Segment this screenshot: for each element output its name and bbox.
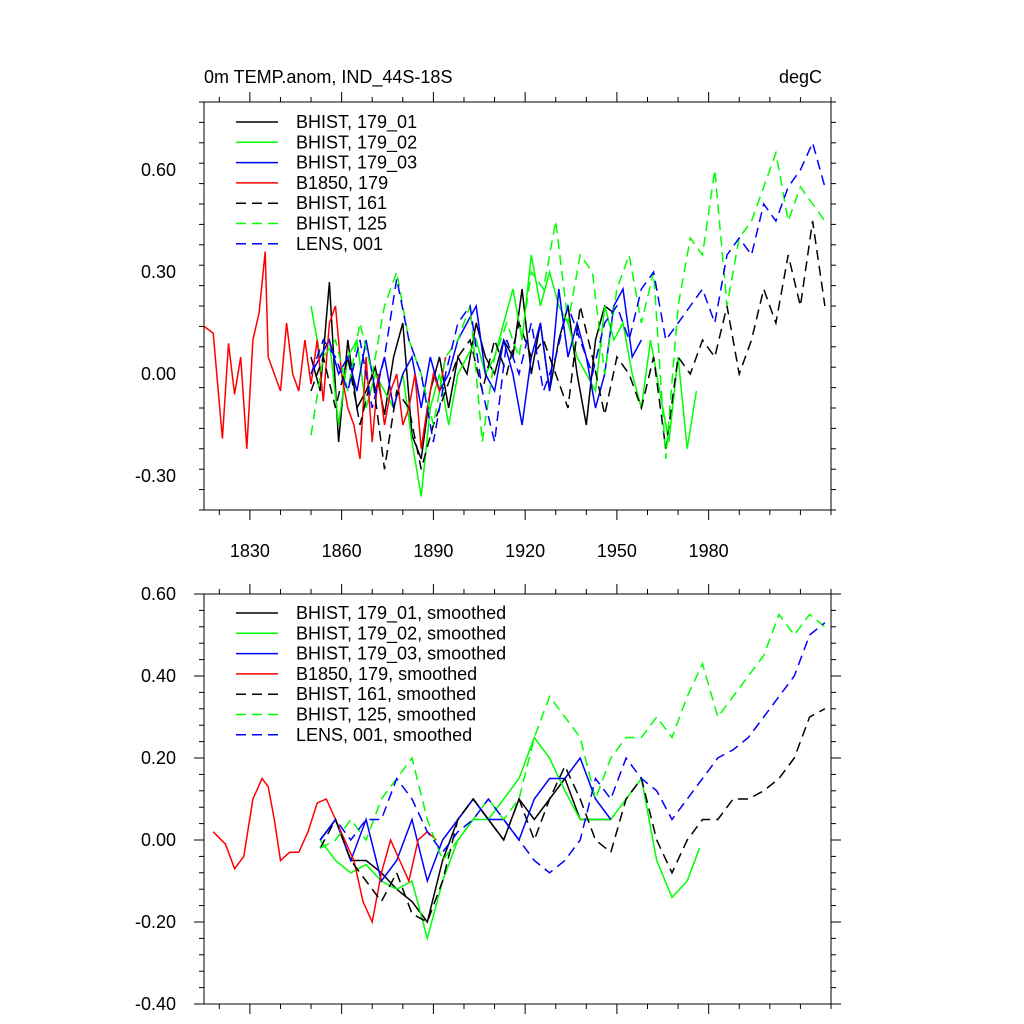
top-series-line-2 [310, 254, 698, 497]
y-tick-label: 0.00 [141, 830, 176, 850]
bottom-plot-frame [203, 593, 832, 1005]
y-tick-label: 0.40 [141, 666, 176, 686]
y-tick-label: -0.30 [135, 466, 176, 486]
x-tick-label: 1920 [505, 541, 545, 561]
bottom-ticks: -0.40 -0.20 0.00 0.20 0.40 0.60 [135, 584, 841, 1014]
y-tick-label: -0.20 [135, 912, 176, 932]
x-tick-label: 1980 [689, 541, 729, 561]
bottom-series-line-7 [319, 622, 826, 874]
top-series-line-5 [310, 220, 826, 470]
legend-label: LENS, 001, smoothed [296, 725, 472, 745]
bottom-series-line-4 [212, 777, 437, 925]
y-tick-label: 0.20 [141, 748, 176, 768]
legend-label: B1850, 179 [296, 173, 388, 193]
top-series [203, 140, 826, 497]
bottom-series-line-5 [319, 708, 826, 924]
legend-label: B1850, 179, smoothed [296, 664, 477, 684]
legend-label: BHIST, 179_02 [296, 132, 417, 153]
legend-label: BHIST, 161, smoothed [296, 684, 476, 704]
top-title: 0m TEMP.anom, IND_44S-18S [204, 67, 452, 88]
y-tick-label: 0.30 [141, 262, 176, 282]
bottom-series-line-1 [319, 776, 611, 924]
legend-label: BHIST, 179_01 [296, 112, 417, 133]
top-ticks: 1830 1860 1890 1920 1950 1980 -0.30 0.00 0.30 0.6… [135, 92, 836, 561]
legend-label: BHIST, 179_03 [296, 153, 417, 174]
legend-label: BHIST, 179_03, smoothed [296, 644, 506, 665]
legend-label: BHIST, 125, smoothed [296, 705, 476, 725]
x-tick-label: 1950 [597, 541, 637, 561]
bottom-series [212, 612, 826, 942]
legend-label: BHIST, 161 [296, 193, 387, 213]
y-tick-label: 0.60 [141, 160, 176, 180]
y-tick-label: -0.40 [135, 994, 176, 1014]
bottom-series-line-6 [319, 612, 826, 863]
top-series-line-7 [310, 140, 826, 443]
top-series-line-6 [310, 150, 826, 460]
top-series-line-1 [310, 282, 615, 460]
top-series-line-3 [310, 286, 643, 426]
bottom-series-line-2 [319, 735, 701, 942]
legend-label: LENS, 001 [296, 234, 383, 254]
y-tick-label: 0.00 [141, 364, 176, 384]
legend-label: BHIST, 179_02, smoothed [296, 623, 506, 644]
legend-label: BHIST, 125 [296, 214, 387, 234]
x-tick-label: 1890 [413, 541, 453, 561]
x-tick-label: 1830 [230, 541, 270, 561]
x-tick-label: 1860 [322, 541, 362, 561]
bottom-series-line-3 [319, 756, 612, 884]
y-tick-label: 0.60 [141, 584, 176, 604]
legend-label: BHIST, 179_01, smoothed [296, 603, 506, 624]
top-units: degC [779, 67, 822, 87]
top-series-line-4 [203, 251, 447, 460]
